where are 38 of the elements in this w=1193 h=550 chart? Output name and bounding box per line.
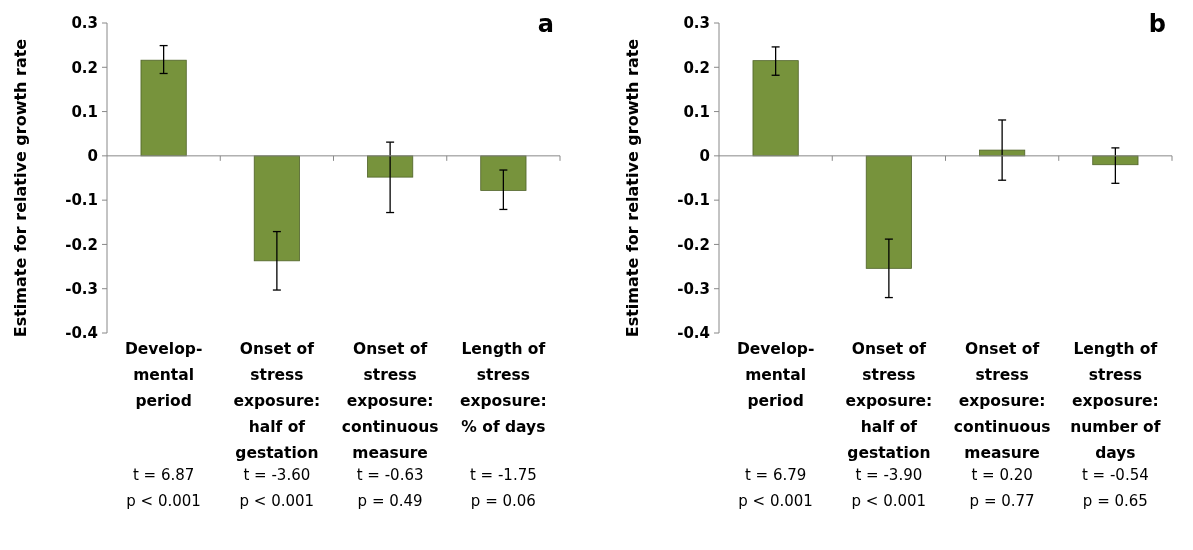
text: t = 6.87 p < 0.001	[126, 466, 201, 510]
y-tick-label: -0.1	[65, 191, 98, 210]
y-tick-label: -0.3	[677, 279, 710, 298]
x-tick-label: Develop- mental period	[124, 340, 203, 410]
bar	[752, 60, 799, 157]
text: t = -0.63 p = 0.49	[356, 466, 424, 510]
x-tick-label: Onset of stress exposure: half of gestation	[845, 340, 933, 462]
y-tick-label: -0.2	[677, 235, 710, 254]
x-tick-label: Develop- mental period	[736, 340, 815, 410]
x-tick-label: Length of stress exposure: number of days	[1070, 340, 1161, 462]
y-tick-label: -0.3	[65, 279, 98, 298]
y-tick-label: 0	[699, 147, 710, 166]
y-tick-label: -0.4	[65, 324, 98, 343]
y-tick-label: 0.3	[683, 14, 710, 33]
x-tick-label: Onset of stress exposure: continuous measure	[953, 340, 1051, 462]
y-axis-title: Estimate for relative growth rate	[623, 38, 642, 338]
y-tick-label: 0.1	[71, 102, 98, 121]
y-tick-label: -0.1	[677, 191, 710, 210]
y-tick-label: 0.2	[683, 58, 710, 77]
y-tick-label: 0.2	[71, 58, 98, 77]
text: t = -3.90 p < 0.001	[851, 466, 927, 510]
y-axis-title: Estimate for relative growth rate	[11, 38, 30, 338]
bar	[865, 155, 912, 269]
y-tick-label: -0.4	[677, 324, 710, 343]
text: t = -0.54 p = 0.65	[1081, 466, 1149, 510]
text: t = -1.75 p = 0.06	[469, 466, 537, 510]
text: t = 6.79 p < 0.001	[738, 466, 813, 510]
y-tick-label: -0.2	[65, 235, 98, 254]
y-tick-label: 0.1	[683, 102, 710, 121]
chart-title: a	[537, 10, 554, 38]
text: t = -3.60 p < 0.001	[239, 466, 315, 510]
x-tick-label: Onset of stress exposure: continuous measure	[341, 340, 439, 462]
text: t = 0.20 p = 0.77	[969, 466, 1035, 510]
y-tick-label: 0	[87, 147, 98, 166]
x-tick-label: Onset of stress exposure: half of gestation	[233, 340, 321, 462]
chart-title: b	[1148, 10, 1166, 38]
x-tick-label: Length of stress exposure: % of days	[459, 340, 547, 436]
y-tick-label: 0.3	[71, 14, 98, 33]
